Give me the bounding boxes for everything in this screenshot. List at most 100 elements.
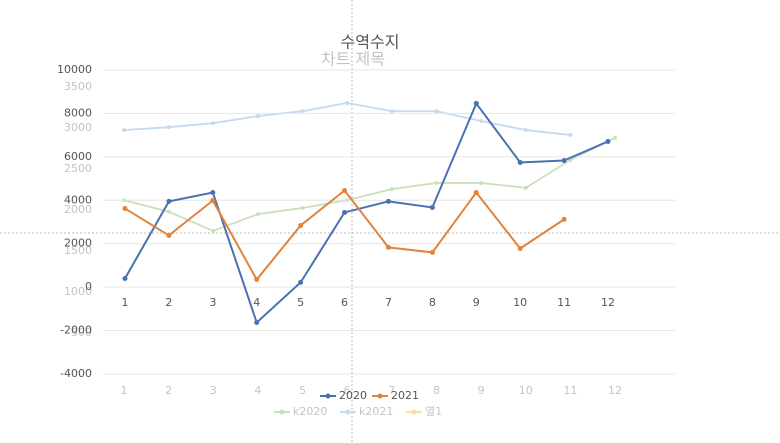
data-point xyxy=(385,198,391,204)
series-line xyxy=(123,102,571,136)
data-point xyxy=(300,205,305,210)
x-tick-label: 3 xyxy=(209,296,216,309)
series-line xyxy=(124,101,609,325)
data-point xyxy=(166,198,172,204)
y-tick-label: 3500 xyxy=(64,80,92,93)
x-tick-label: 7 xyxy=(385,296,392,309)
x-tick-label: 8 xyxy=(433,384,440,397)
legend-marker xyxy=(345,409,351,415)
legend-label: 열1 xyxy=(425,405,442,418)
y-tick-label: 2500 xyxy=(64,162,92,175)
data-point xyxy=(389,187,394,192)
data-point xyxy=(210,198,216,204)
y-tick-label: 8000 xyxy=(64,106,92,119)
legend-label: 2021 xyxy=(391,389,419,402)
data-point xyxy=(254,277,260,283)
x-tick-label: 10 xyxy=(519,384,533,397)
data-point xyxy=(517,160,523,166)
data-point xyxy=(473,100,479,106)
y-tick-label: 1000 xyxy=(64,285,92,298)
series-line xyxy=(124,189,565,282)
legend-label: k2021 xyxy=(359,405,393,418)
x-tick-label: 5 xyxy=(297,296,304,309)
data-point xyxy=(166,209,171,214)
x-tick-label: 7 xyxy=(388,384,395,397)
data-point xyxy=(122,206,128,212)
legend-label: 2020 xyxy=(339,389,367,402)
y-tick-label: 500 xyxy=(71,326,92,339)
data-point xyxy=(166,232,172,238)
x-tick-label: 8 xyxy=(429,296,436,309)
chart-title: 수역수지 xyxy=(341,33,400,52)
x-tick-label: 11 xyxy=(563,384,577,397)
x-tick-label: 5 xyxy=(299,384,306,397)
data-point xyxy=(434,109,439,114)
data-point xyxy=(298,222,304,228)
y-tick-label: 1500 xyxy=(64,244,92,257)
y-tick-label: 3000 xyxy=(64,121,92,134)
y-tick-label: 10000 xyxy=(57,63,92,76)
data-point xyxy=(255,212,260,217)
data-point xyxy=(211,121,216,126)
x-tick-label: 1 xyxy=(122,296,129,309)
data-point xyxy=(613,135,617,140)
x-tick-label: 9 xyxy=(473,296,480,309)
data-point xyxy=(523,128,528,133)
legend-marker xyxy=(377,393,383,399)
y-tick-label: 0 xyxy=(85,280,92,293)
chart-title: 차트 제목 xyxy=(321,50,385,69)
data-point xyxy=(345,100,350,105)
legend-marker xyxy=(325,393,331,399)
data-point xyxy=(568,132,573,137)
legend-marker xyxy=(411,409,417,415)
data-point xyxy=(385,244,391,250)
data-point xyxy=(479,180,484,185)
data-point xyxy=(479,119,484,124)
data-point xyxy=(342,209,348,215)
x-tick-label: 4 xyxy=(253,296,260,309)
x-tick-label: 11 xyxy=(557,296,571,309)
x-tick-label: 6 xyxy=(344,384,351,397)
data-point xyxy=(523,185,528,190)
data-point xyxy=(166,125,171,130)
y-tick-label: -2000 xyxy=(60,324,92,337)
series-line xyxy=(123,137,616,232)
y-tick-label: 2000 xyxy=(64,203,92,216)
data-point xyxy=(517,245,523,251)
x-tick-label: 4 xyxy=(254,384,261,397)
x-tick-label: 3 xyxy=(210,384,217,397)
x-tick-label: 1 xyxy=(121,384,128,397)
data-point xyxy=(605,138,611,144)
data-point xyxy=(255,114,260,119)
data-point xyxy=(254,320,260,326)
data-point xyxy=(300,109,305,114)
data-point xyxy=(211,228,216,233)
data-point xyxy=(298,279,304,285)
data-point xyxy=(122,128,126,133)
x-tick-label: 12 xyxy=(608,384,622,397)
y-tick-label: 2000 xyxy=(64,237,92,250)
data-point xyxy=(561,158,567,164)
y-tick-label: 6000 xyxy=(64,150,92,163)
y-tick-label: 4000 xyxy=(64,193,92,206)
x-tick-label: 6 xyxy=(341,296,348,309)
x-tick-label: 10 xyxy=(513,296,527,309)
x-tick-label: 2 xyxy=(165,296,172,309)
data-point xyxy=(434,180,439,185)
x-tick-label: 2 xyxy=(165,384,172,397)
legend-marker xyxy=(279,409,285,415)
data-point xyxy=(429,249,435,255)
data-point xyxy=(389,109,394,114)
x-tick-label: 12 xyxy=(601,296,615,309)
data-point xyxy=(473,189,479,195)
data-point xyxy=(342,188,348,194)
data-point xyxy=(429,204,435,210)
y-tick-label: -4000 xyxy=(60,367,92,380)
data-point xyxy=(210,189,216,195)
legend-label: k2020 xyxy=(293,405,327,418)
x-tick-label: 9 xyxy=(478,384,485,397)
